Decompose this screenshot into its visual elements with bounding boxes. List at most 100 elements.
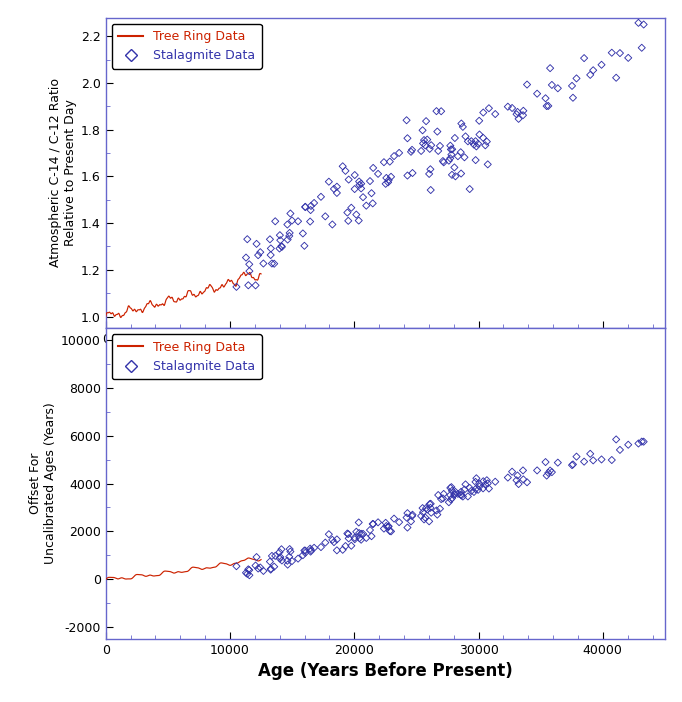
- Point: [543, 468, 554, 479]
- Point: [365, 524, 376, 536]
- Point: [636, 436, 647, 447]
- Point: [482, 478, 493, 489]
- Point: [552, 83, 563, 94]
- Point: [433, 489, 444, 501]
- Point: [372, 168, 383, 180]
- Point: [578, 456, 589, 468]
- Point: [503, 472, 514, 483]
- Point: [243, 279, 254, 291]
- Point: [518, 474, 529, 485]
- Point: [469, 486, 479, 498]
- Point: [460, 131, 471, 142]
- Point: [425, 164, 436, 175]
- Point: [434, 140, 445, 152]
- Point: [394, 517, 404, 528]
- Point: [329, 183, 340, 194]
- Point: [349, 169, 360, 180]
- Point: [244, 569, 255, 581]
- Point: [623, 439, 634, 451]
- Point: [474, 481, 485, 492]
- Point: [383, 177, 394, 188]
- Point: [269, 258, 280, 270]
- Point: [282, 555, 293, 567]
- Point: [484, 102, 494, 114]
- Point: [424, 516, 434, 527]
- Point: [447, 144, 458, 155]
- Point: [542, 100, 552, 112]
- Point: [636, 42, 647, 53]
- Point: [343, 174, 354, 185]
- Point: [385, 525, 396, 536]
- Point: [242, 568, 253, 579]
- Point: [420, 140, 431, 151]
- Point: [286, 215, 297, 226]
- Point: [402, 133, 413, 144]
- Point: [638, 436, 649, 447]
- Point: [545, 62, 556, 74]
- Point: [284, 227, 295, 239]
- Point: [284, 551, 295, 562]
- Point: [512, 470, 523, 481]
- Point: [417, 503, 428, 514]
- Point: [244, 265, 255, 277]
- Point: [306, 545, 316, 556]
- Point: [401, 114, 412, 126]
- Point: [250, 279, 261, 291]
- Point: [406, 510, 417, 522]
- Point: [522, 477, 533, 488]
- Point: [540, 93, 551, 104]
- Point: [372, 517, 383, 528]
- Legend: Tree Ring Data, Stalagmite Data: Tree Ring Data, Stalagmite Data: [112, 334, 262, 379]
- Point: [327, 219, 338, 230]
- Point: [567, 460, 578, 471]
- Point: [484, 483, 494, 494]
- Point: [356, 183, 367, 194]
- Point: [456, 118, 466, 129]
- Point: [276, 543, 287, 555]
- Point: [320, 211, 331, 222]
- Point: [354, 533, 365, 544]
- Point: [250, 560, 261, 571]
- Point: [340, 165, 351, 176]
- Point: [300, 545, 311, 556]
- X-axis label: Age (Years Before Present): Age (Years Before Present): [258, 662, 513, 680]
- Point: [482, 159, 493, 170]
- Point: [274, 230, 285, 241]
- Point: [253, 563, 264, 574]
- Point: [394, 147, 404, 159]
- Point: [584, 448, 595, 459]
- Point: [518, 105, 529, 117]
- Point: [274, 547, 285, 558]
- Point: [490, 108, 501, 119]
- Point: [439, 157, 449, 168]
- Point: [490, 476, 501, 487]
- Point: [633, 438, 644, 449]
- Point: [265, 564, 276, 575]
- Point: [421, 504, 432, 515]
- Point: [424, 168, 434, 180]
- Point: [282, 559, 293, 570]
- Point: [406, 146, 417, 157]
- Point: [462, 135, 473, 147]
- Point: [368, 518, 379, 529]
- Point: [507, 102, 518, 114]
- Point: [309, 197, 320, 208]
- Point: [383, 521, 394, 532]
- Point: [571, 451, 582, 462]
- Point: [449, 133, 460, 144]
- Point: [242, 234, 253, 245]
- Point: [357, 528, 368, 539]
- Point: [297, 228, 308, 239]
- Point: [316, 191, 327, 202]
- Point: [511, 475, 522, 486]
- Point: [340, 541, 351, 552]
- Point: [380, 517, 391, 529]
- Point: [274, 553, 285, 564]
- Point: [389, 150, 400, 161]
- Point: [276, 555, 287, 566]
- Point: [426, 140, 436, 151]
- Point: [402, 508, 413, 519]
- Point: [456, 486, 466, 498]
- Point: [255, 562, 266, 573]
- Point: [354, 179, 365, 190]
